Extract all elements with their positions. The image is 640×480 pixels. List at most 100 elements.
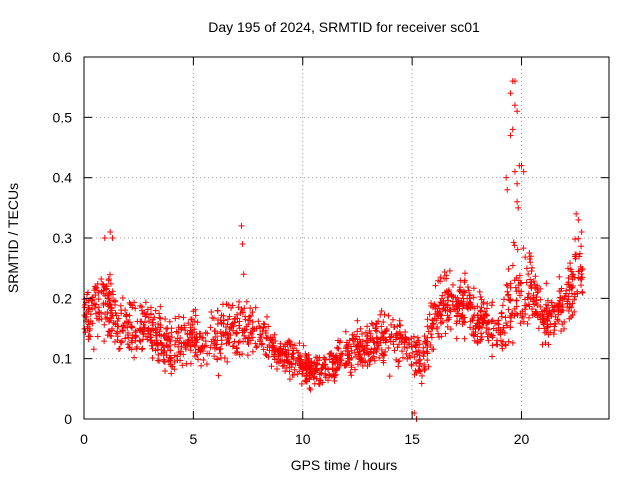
data-point [105,303,112,310]
data-point [345,348,352,355]
data-point [515,204,522,211]
data-point [104,292,111,299]
data-point [479,319,486,326]
data-point [114,333,121,340]
data-point [243,326,250,333]
data-point [83,291,90,298]
data-point [223,340,230,347]
data-point [424,344,431,351]
data-point [344,352,351,359]
data-point [394,344,401,351]
data-point [109,235,116,241]
data-point [424,316,431,323]
data-point [397,322,404,329]
data-point [148,342,155,349]
data-point [578,282,585,289]
x-tick-label: 0 [80,431,88,447]
data-point [459,315,466,322]
data-point [504,322,511,329]
data-point [537,316,544,323]
data-point [366,351,373,358]
data-point [480,300,487,307]
data-point [471,337,478,344]
data-point [402,335,409,342]
data-point [285,359,292,366]
data-point [452,306,459,313]
data-point [421,361,428,368]
x-tick-label: 10 [295,431,311,447]
data-point [550,307,557,314]
data-point [252,340,259,347]
data-point [82,329,89,336]
data-point [208,308,215,315]
data-point [367,356,374,363]
data-point [366,337,373,344]
data-point [245,340,252,347]
data-point [238,306,245,313]
data-point [174,353,181,360]
data-point [457,284,464,291]
data-point [185,337,192,344]
data-point [472,329,479,336]
data-point [548,299,555,306]
data-point [370,353,377,360]
data-point [504,288,511,295]
data-point [302,361,309,368]
data-point [511,305,518,312]
data-point [236,325,243,332]
data-point [371,345,378,352]
data-point [128,324,135,331]
data-point [175,349,182,356]
data-point [375,342,382,349]
data-point [374,335,381,342]
data-point [428,300,435,307]
data-point [568,268,575,275]
data-point [120,327,127,334]
data-point [163,325,170,332]
data-point [445,297,452,304]
data-point [244,352,251,359]
data-point [318,366,325,373]
data-point [514,108,521,115]
data-point [444,312,451,319]
data-point [517,320,524,327]
data-point [335,345,342,352]
data-point [296,340,303,347]
data-point [499,345,506,352]
data-point [400,354,407,361]
data-point [214,355,221,362]
data-point [270,339,277,346]
data-point [107,280,114,287]
data-point [246,313,253,320]
data-point [129,302,136,309]
data-point [262,351,269,358]
data-point [379,333,386,340]
data-point [119,327,126,334]
data-point [477,293,484,300]
data-point [95,304,102,311]
data-point [348,364,355,371]
data-point [241,332,248,339]
data-point [406,352,413,359]
data-point [216,346,223,353]
data-point [438,333,445,340]
data-point [569,300,576,307]
data-point [476,288,483,295]
data-point [290,345,297,352]
data-point [563,287,570,294]
data-point [413,369,420,376]
data-point [218,337,225,344]
data-point [467,324,474,331]
data-point [558,285,565,292]
data-point [448,292,455,299]
data-point [500,296,507,303]
data-point [434,323,441,330]
data-point [202,338,209,345]
data-point [391,347,398,354]
data-point [326,351,333,358]
data-point [444,302,451,309]
data-point [489,342,496,349]
data-point [510,239,517,246]
data-point [382,337,389,344]
data-point [461,335,468,342]
